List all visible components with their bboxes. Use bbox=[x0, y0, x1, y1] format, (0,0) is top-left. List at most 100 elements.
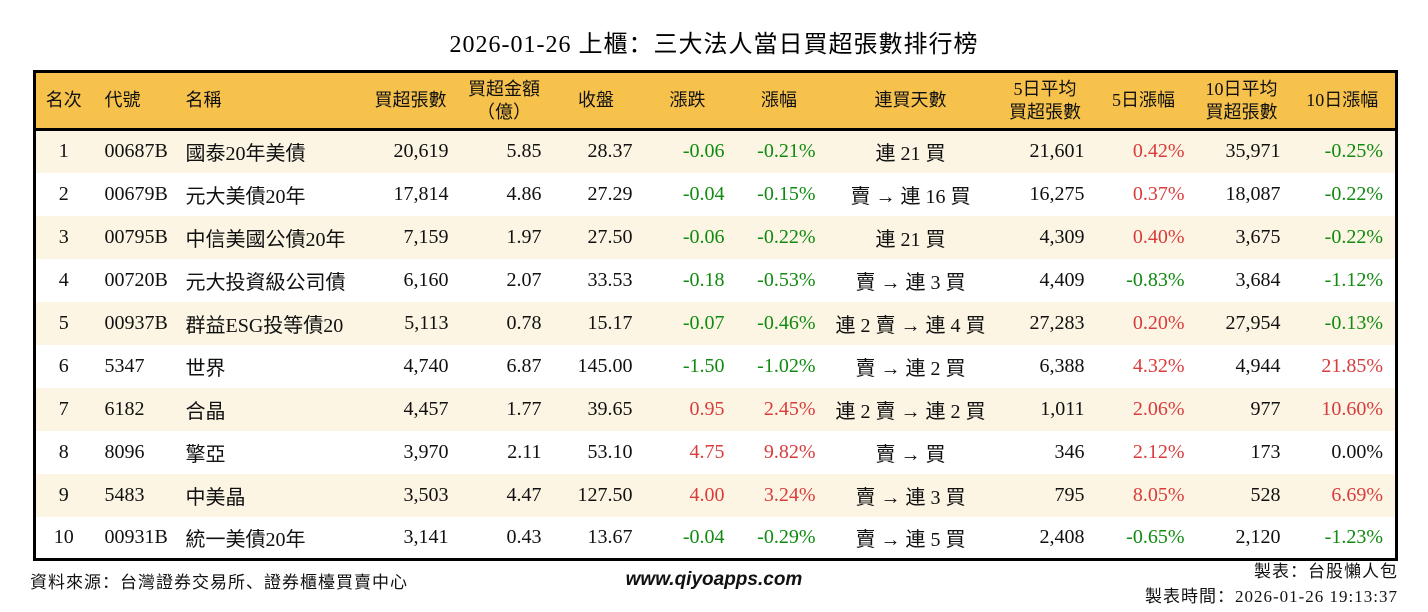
cell-change_pct: 2.45% bbox=[763, 397, 816, 420]
cell-rank: 2 bbox=[58, 182, 69, 205]
column-header-pct10: 10日漲幅 bbox=[1289, 71, 1397, 131]
cell-pct5: 0.42% bbox=[1132, 140, 1185, 163]
cell-pct10: -0.22% bbox=[1324, 225, 1383, 248]
cell-avg5: 27,283 bbox=[1029, 311, 1085, 334]
cell-amount: 1.97 bbox=[506, 225, 542, 248]
cell-name: 中信美國公債20年 bbox=[185, 228, 346, 251]
cell-streak: 連 2 賣 → 連 4 買 bbox=[835, 314, 986, 337]
cell-change: -0.06 bbox=[682, 140, 725, 163]
table-row: 5 00937B 群益ESG投等債20 5,113 0.78 15.17 -0.07 -0.4… bbox=[34, 301, 1397, 345]
cell-avg10: 27,954 bbox=[1225, 311, 1281, 334]
cell-net_buy: 17,814 bbox=[393, 182, 449, 205]
cell-code: 5347 bbox=[104, 354, 145, 377]
cell-amount: 1.77 bbox=[506, 397, 542, 420]
column-header-code: 代號 bbox=[91, 71, 180, 131]
cell-net_buy: 4,740 bbox=[403, 354, 449, 377]
cell-change_pct: -0.46% bbox=[757, 311, 816, 334]
cell-avg10: 977 bbox=[1250, 397, 1281, 420]
credits-block: 製表：台股懶人包 製表時間：2026-01-26 19:13:37 bbox=[1145, 560, 1398, 609]
footer: 資料來源：台灣證券交易所、證券櫃檯買賣中心 www.qiyoapps.com 製… bbox=[0, 560, 1428, 612]
cell-code: 00937B bbox=[104, 311, 168, 334]
cell-avg10: 4,944 bbox=[1235, 354, 1281, 377]
table-row: 1 00687B 國泰20年美債 20,619 5.85 28.37 -0.06 -0.21%… bbox=[34, 129, 1397, 173]
cell-close: 39.65 bbox=[587, 397, 633, 420]
cell-pct10: 21.85% bbox=[1321, 354, 1383, 377]
cell-close: 127.50 bbox=[577, 483, 633, 506]
cell-avg10: 2,120 bbox=[1235, 525, 1281, 548]
cell-close: 13.67 bbox=[587, 525, 633, 548]
column-header-change_pct: 漲幅 bbox=[733, 71, 825, 131]
cell-close: 145.00 bbox=[577, 354, 633, 377]
cell-streak: 連 21 買 bbox=[875, 143, 946, 166]
ranking-table: 名次 代號 名稱 買超張數 買超金額 （億） 收盤 漲跌 漲幅 連買天數 5日平均 買超張數 5日漲… bbox=[33, 70, 1398, 561]
cell-avg5: 21,601 bbox=[1029, 140, 1085, 163]
cell-close: 27.50 bbox=[587, 225, 633, 248]
cell-avg5: 346 bbox=[1054, 440, 1085, 463]
cell-pct5: 8.05% bbox=[1132, 483, 1185, 506]
cell-avg10: 528 bbox=[1250, 483, 1281, 506]
cell-change: -0.04 bbox=[682, 525, 725, 548]
cell-pct5: 0.20% bbox=[1132, 311, 1185, 334]
cell-change: -0.06 bbox=[682, 225, 725, 248]
cell-net_buy: 3,503 bbox=[403, 483, 449, 506]
cell-pct10: -0.13% bbox=[1324, 311, 1383, 334]
cell-pct10: -0.22% bbox=[1324, 182, 1383, 205]
cell-rank: 8 bbox=[58, 440, 69, 463]
column-header-amount: 買超金額 （億） bbox=[457, 71, 551, 131]
cell-net_buy: 4,457 bbox=[403, 397, 449, 420]
column-header-name: 名稱 bbox=[179, 71, 364, 131]
cell-streak: 賣 → 連 3 買 bbox=[855, 271, 966, 294]
cell-pct10: -0.25% bbox=[1324, 140, 1383, 163]
cell-avg10: 173 bbox=[1250, 440, 1281, 463]
cell-change_pct: 3.24% bbox=[763, 483, 816, 506]
website-url: www.qiyoapps.com bbox=[625, 569, 803, 590]
cell-streak: 連 21 買 bbox=[875, 228, 946, 251]
table-row: 7 6182 合晶 4,457 1.77 39.65 0.95 2.45% 連 2 賣 → 連 … bbox=[34, 387, 1397, 431]
cell-change: 4.00 bbox=[689, 483, 725, 506]
cell-avg5: 4,409 bbox=[1039, 268, 1085, 291]
cell-avg5: 1,011 bbox=[1040, 397, 1085, 420]
cell-avg10: 35,971 bbox=[1225, 140, 1281, 163]
cell-close: 53.10 bbox=[587, 440, 633, 463]
column-header-streak: 連買天數 bbox=[824, 71, 997, 131]
cell-streak: 賣 → 連 5 買 bbox=[855, 528, 966, 551]
cell-name: 擎亞 bbox=[185, 443, 226, 466]
cell-change_pct: 9.82% bbox=[763, 440, 816, 463]
table-row: 3 00795B 中信美國公債20年 7,159 1.97 27.50 -0.06 -0.22… bbox=[34, 215, 1397, 259]
cell-amount: 0.78 bbox=[506, 311, 542, 334]
cell-change: -0.04 bbox=[682, 182, 725, 205]
cell-code: 6182 bbox=[104, 397, 145, 420]
cell-net_buy: 3,970 bbox=[403, 440, 449, 463]
cell-code: 00931B bbox=[104, 525, 168, 548]
cell-rank: 5 bbox=[58, 311, 69, 334]
cell-amount: 5.85 bbox=[506, 140, 542, 163]
cell-rank: 9 bbox=[58, 483, 69, 506]
cell-rank: 3 bbox=[58, 225, 69, 248]
cell-pct5: 2.06% bbox=[1132, 397, 1185, 420]
cell-close: 15.17 bbox=[587, 311, 633, 334]
cell-rank: 6 bbox=[58, 354, 69, 377]
cell-amount: 2.11 bbox=[507, 440, 542, 463]
cell-streak: 賣 → 連 16 買 bbox=[850, 185, 971, 208]
cell-net_buy: 5,113 bbox=[404, 311, 449, 334]
cell-pct5: 0.37% bbox=[1132, 182, 1185, 205]
cell-avg5: 6,388 bbox=[1039, 354, 1085, 377]
cell-avg10: 18,087 bbox=[1225, 182, 1281, 205]
cell-name: 群益ESG投等債20 bbox=[185, 314, 344, 337]
cell-avg5: 16,275 bbox=[1029, 182, 1085, 205]
cell-pct10: -1.12% bbox=[1324, 268, 1383, 291]
table-row: 6 5347 世界 4,740 6.87 145.00 -1.50 -1.02% 賣 → 連 2… bbox=[34, 344, 1397, 388]
table-body: 1 00687B 國泰20年美債 20,619 5.85 28.37 -0.06 -0.21%… bbox=[34, 129, 1397, 560]
cell-code: 8096 bbox=[104, 440, 145, 463]
cell-close: 27.29 bbox=[587, 182, 633, 205]
cell-pct10: 10.60% bbox=[1321, 397, 1383, 420]
cell-close: 28.37 bbox=[587, 140, 633, 163]
cell-change_pct: -0.15% bbox=[757, 182, 816, 205]
cell-avg5: 4,309 bbox=[1039, 225, 1085, 248]
table-row: 9 5483 中美晶 3,503 4.47 127.50 4.00 3.24% 賣 → 連 3 … bbox=[34, 473, 1397, 517]
table-header-row: 名次 代號 名稱 買超張數 買超金額 （億） 收盤 漲跌 漲幅 連買天數 5日平均 買超張數 5日漲… bbox=[34, 71, 1397, 131]
cell-pct10: -1.23% bbox=[1324, 525, 1383, 548]
cell-name: 國泰20年美債 bbox=[185, 143, 306, 166]
cell-code: 00679B bbox=[104, 182, 168, 205]
cell-pct10: 6.69% bbox=[1331, 483, 1383, 506]
